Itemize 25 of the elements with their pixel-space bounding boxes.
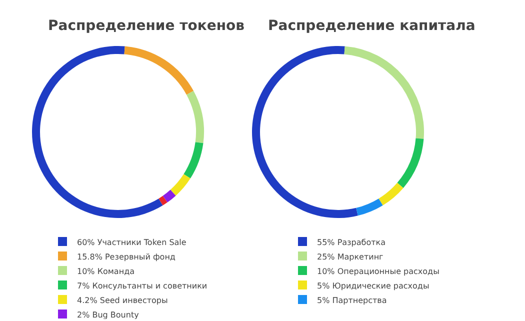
legend-label: 4.2% Seed инвесторы — [77, 296, 168, 305]
donut-slice — [397, 138, 424, 188]
legend-label: 55% Разработка — [317, 238, 386, 247]
chart-title: Распределение токенов — [48, 18, 245, 34]
legend-label: 10% Команда — [77, 267, 135, 276]
donut-slice — [162, 190, 176, 202]
donut-slice — [32, 46, 163, 218]
donut-slice — [186, 90, 204, 144]
legend-label: 15.8% Резервный фонд — [77, 252, 176, 262]
donut-slice — [356, 198, 383, 216]
legend-label: 5% Партнерства — [317, 296, 387, 305]
donut-slice — [378, 182, 404, 206]
chart-title: Распределение капитала — [268, 18, 476, 34]
legend-label: 5% Юридические расходы — [317, 282, 430, 290]
donut-slice — [124, 46, 194, 95]
legend-label: 10% Операционные расходы — [317, 267, 440, 276]
donut-slice — [158, 196, 168, 206]
legend-label: 2% Bug Bounty — [77, 310, 140, 320]
donut-slice — [252, 46, 358, 218]
donut-slice — [344, 46, 424, 139]
legend-label: 25% Маркетинг — [317, 252, 384, 262]
donut-slice — [184, 142, 204, 178]
legend-label: 7% Консультанты и советники — [77, 282, 208, 290]
donut-slice — [170, 174, 190, 196]
legend-label: 60% Участники Token Sale — [77, 238, 186, 247]
